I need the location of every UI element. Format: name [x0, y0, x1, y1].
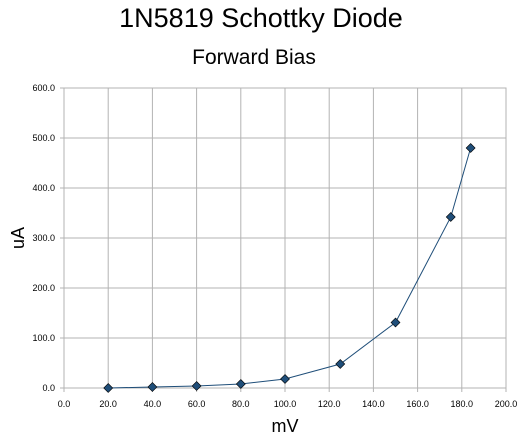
x-tick-label: 80.0: [232, 399, 250, 409]
y-tick-label: 100.0: [32, 333, 55, 343]
data-point: [335, 359, 346, 369]
data-point: [235, 379, 246, 389]
x-tick-label: 60.0: [188, 399, 206, 409]
y-axis-ticks: 0.0 100.0 200.0 300.0 400.0 500.0 600.0: [32, 83, 55, 393]
data-point: [147, 382, 158, 392]
x-tick-label: 180.0: [451, 399, 474, 409]
y-tick-label: 600.0: [32, 83, 55, 93]
y-tick-label: 400.0: [32, 183, 55, 193]
data-point: [191, 381, 202, 391]
data-point: [445, 212, 456, 222]
x-tick-label: 120.0: [318, 399, 341, 409]
data-point: [465, 143, 476, 153]
series-line: [108, 147, 472, 389]
data-point: [103, 383, 114, 393]
y-tick-label: 200.0: [32, 283, 55, 293]
x-tick-label: 100.0: [274, 399, 297, 409]
chart-title: 1N5819 Schottky Diode: [119, 3, 403, 33]
x-tick-label: 0.0: [58, 399, 71, 409]
x-axis-title: mV: [272, 416, 299, 436]
data-point: [280, 374, 290, 384]
x-tick-label: 40.0: [144, 399, 162, 409]
plot-frame: [63, 87, 507, 389]
data-point: [390, 317, 401, 328]
y-tick-label: 300.0: [32, 233, 55, 243]
chart-subtitle: Forward Bias: [192, 46, 316, 69]
x-tick-label: 160.0: [406, 399, 429, 409]
x-tick-label: 140.0: [362, 399, 385, 409]
y-tick-label: 0.0: [42, 383, 55, 393]
x-tick-label: 200.0: [495, 399, 518, 409]
x-axis-ticks: 0.0 20.0 40.0 60.0 80.0 100.0 120.0 140.0 160.0 1…: [58, 399, 518, 409]
x-tick-label: 20.0: [99, 399, 117, 409]
series: [103, 143, 476, 393]
y-tick-label: 500.0: [32, 133, 55, 143]
y-axis-title: uA: [8, 227, 28, 249]
